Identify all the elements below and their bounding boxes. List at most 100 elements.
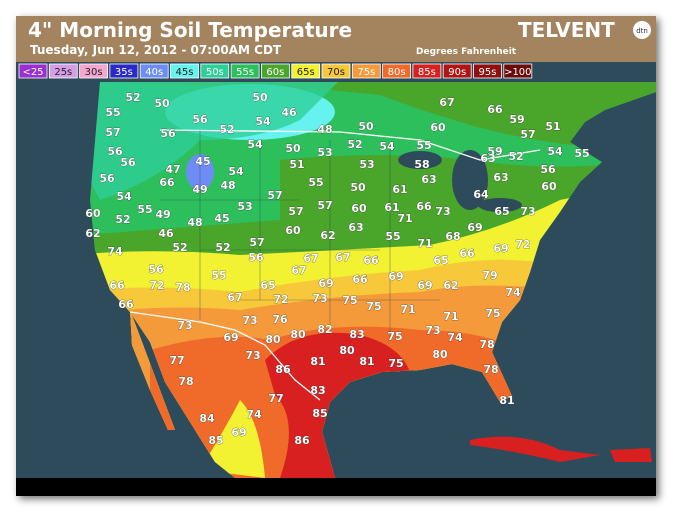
legend-swatch bbox=[412, 63, 442, 79]
temp-label: 66 bbox=[118, 298, 134, 311]
temp-label: 52 bbox=[508, 150, 523, 163]
temp-label: 75 bbox=[387, 330, 402, 343]
temp-label: 55 bbox=[211, 269, 226, 282]
temp-label: 74 bbox=[505, 286, 521, 299]
temp-label: 51 bbox=[545, 120, 560, 133]
temp-label: 67 bbox=[439, 96, 454, 109]
temp-label: 55 bbox=[137, 203, 152, 216]
temp-label: 71 bbox=[417, 237, 432, 250]
legend-swatch bbox=[109, 63, 139, 79]
temp-label: 82 bbox=[317, 323, 332, 336]
temp-label: 50 bbox=[350, 181, 366, 194]
temp-label: 59 bbox=[487, 145, 502, 158]
temp-label: 80 bbox=[432, 348, 448, 361]
temp-label: 63 bbox=[348, 221, 363, 234]
logo: TELVENT bbox=[518, 18, 615, 42]
temp-label: 69 bbox=[231, 426, 246, 439]
temp-label: 52 bbox=[215, 241, 230, 254]
temp-label: 53 bbox=[317, 146, 332, 159]
temp-label: 73 bbox=[177, 319, 192, 332]
temp-label: 78 bbox=[483, 363, 498, 376]
temp-label: 69 bbox=[493, 242, 508, 255]
legend-swatch bbox=[291, 63, 321, 79]
state-lines bbox=[160, 130, 440, 340]
legend-label: 65s bbox=[297, 67, 315, 78]
temp-label: 53 bbox=[237, 200, 252, 213]
temp-label: 73 bbox=[312, 292, 327, 305]
legend-label: 50s bbox=[206, 67, 224, 78]
temp-label: 85 bbox=[312, 407, 327, 420]
temp-label: 80 bbox=[265, 333, 281, 346]
temp-label: 56 bbox=[540, 163, 556, 176]
legend-swatch bbox=[200, 63, 230, 79]
legend-swatch bbox=[48, 63, 78, 79]
legend-label: 85s bbox=[418, 67, 436, 78]
temp-label: 61 bbox=[392, 183, 407, 196]
temp-label: 49 bbox=[192, 183, 207, 196]
title: 4" Morning Soil Temperature bbox=[28, 18, 352, 42]
temp-label: 72 bbox=[515, 238, 530, 251]
temp-label: 56 bbox=[99, 172, 115, 185]
temp-label: 65 bbox=[260, 279, 275, 292]
temp-label: 57 bbox=[520, 128, 535, 141]
legend-swatch bbox=[79, 63, 108, 79]
legend-label: 25s bbox=[54, 67, 72, 78]
temp-label: 62 bbox=[85, 227, 100, 240]
temp-label: 55 bbox=[308, 176, 323, 189]
legend-swatch bbox=[139, 63, 169, 79]
temp-label: 74 bbox=[246, 408, 262, 421]
temp-label: 86 bbox=[275, 363, 291, 376]
temp-label: 51 bbox=[289, 158, 304, 171]
temp-label: 71 bbox=[443, 310, 458, 323]
header-band bbox=[16, 16, 656, 62]
legend-label: 90s bbox=[448, 67, 466, 78]
temp-label: 84 bbox=[199, 412, 215, 425]
temp-label: 52 bbox=[347, 138, 362, 151]
temp-label: 57 bbox=[249, 236, 264, 249]
temp-label: 85 bbox=[208, 434, 223, 447]
legend-swatch bbox=[503, 63, 533, 79]
legend-label: 60s bbox=[266, 67, 284, 78]
temp-label: 57 bbox=[317, 199, 332, 212]
temp-label: 79 bbox=[482, 269, 497, 282]
subtitle: Tuesday, Jun 12, 2012 - 07:00AM CDT bbox=[30, 43, 282, 57]
temp-label: 66 bbox=[416, 200, 432, 213]
temp-label: 63 bbox=[493, 171, 508, 184]
temp-label: 60 bbox=[351, 202, 367, 215]
temp-label: 47 bbox=[165, 163, 180, 176]
lake bbox=[478, 198, 522, 212]
temp-label: 69 bbox=[467, 221, 482, 234]
temp-label: 56 bbox=[107, 145, 123, 158]
temp-label: 55 bbox=[574, 147, 589, 160]
temp-label: 55 bbox=[385, 230, 400, 243]
temp-label: 73 bbox=[520, 205, 535, 218]
temp-label: 56 bbox=[148, 263, 164, 276]
temp-label: 50 bbox=[252, 91, 268, 104]
border bbox=[129, 311, 321, 401]
temp-label: 48 bbox=[317, 123, 332, 136]
temp-label: 62 bbox=[443, 279, 458, 292]
legend-label: 35s bbox=[115, 67, 133, 78]
temp-label: 80 bbox=[339, 344, 355, 357]
temp-label: 45 bbox=[195, 155, 210, 168]
temp-label: 46 bbox=[281, 106, 297, 119]
temp-label: 54 bbox=[255, 115, 271, 128]
temp-label: 66 bbox=[352, 273, 368, 286]
temp-label: 78 bbox=[479, 338, 494, 351]
temp-label: 69 bbox=[318, 277, 333, 290]
temp-label: 66 bbox=[459, 247, 475, 260]
temp-label: 56 bbox=[192, 113, 208, 126]
temp-label: 80 bbox=[290, 328, 306, 341]
temp-label: 60 bbox=[430, 121, 446, 134]
legend-label: 45s bbox=[176, 67, 194, 78]
legend-swatch bbox=[18, 63, 48, 79]
temp-label: 57 bbox=[267, 189, 282, 202]
legend-label: 75s bbox=[357, 67, 375, 78]
legend-label: 30s bbox=[85, 67, 103, 78]
temp-label: 66 bbox=[487, 103, 503, 116]
temp-label: 52 bbox=[125, 91, 140, 104]
lake bbox=[452, 150, 488, 210]
temp-label: 50 bbox=[358, 120, 374, 133]
temp-label: 60 bbox=[541, 180, 557, 193]
temp-label: 64 bbox=[473, 188, 489, 201]
